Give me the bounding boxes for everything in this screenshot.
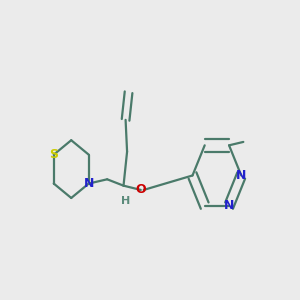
- Text: S: S: [49, 148, 58, 161]
- Text: O: O: [135, 183, 146, 196]
- Text: H: H: [121, 196, 130, 206]
- Text: N: N: [224, 199, 234, 212]
- Text: N: N: [84, 177, 94, 190]
- Text: N: N: [236, 169, 246, 182]
